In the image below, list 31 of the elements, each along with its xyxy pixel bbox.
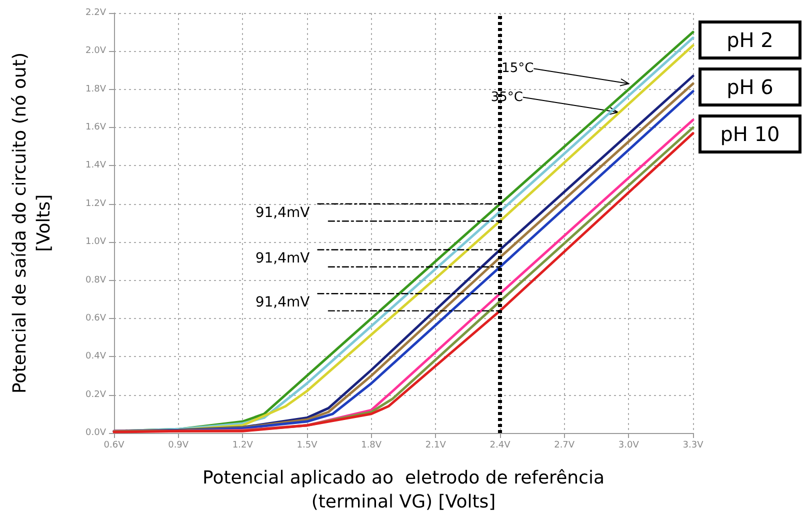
y-tick-label: 0.6V (86, 313, 107, 324)
x-tick-label: 1.5V (296, 440, 318, 450)
y-tick-label: 0.0V (86, 428, 107, 438)
text: pH 2 (726, 28, 774, 52)
annotation: 91,4mV (255, 204, 310, 221)
y-tick-label: 1.6V (86, 122, 107, 133)
x-tick-label: 1.2V (232, 440, 254, 450)
text: pH 10 (720, 122, 780, 146)
x-axis-title: Potencial aplicado ao eletrodo de referência (terminal VG) [Volts] (202, 468, 604, 512)
y-tick-label: 0.8V (86, 275, 107, 286)
y-axis-title: Potencial de saída do circuito (nó out) [Volts] (10, 52, 54, 394)
x-tick-label: 3.3V (682, 440, 704, 450)
annotation: 91,4mV (255, 250, 310, 267)
y-tick-label: 1.8V (86, 84, 107, 94)
y-tick-label: 1.2V (86, 198, 107, 209)
x-tick-label: 2.7V (554, 440, 576, 450)
x-tick-label: 3.0V (618, 440, 640, 450)
x-tick-label: 2.1V (425, 440, 447, 450)
y-tick-label: 1.4V (86, 160, 107, 171)
annotation: 15°C (502, 61, 534, 76)
text: pH 6 (726, 75, 774, 99)
y-tick-label: 2.2V (86, 8, 107, 18)
x-tick-label: 0.9V (168, 440, 190, 450)
y-tick-label: 0.4V (86, 352, 107, 362)
annotation: 91,4mV (255, 294, 310, 311)
y-tick-label: 0.2V (86, 390, 107, 400)
x-tick-label: 2.4V (490, 440, 512, 450)
y-tick-label: 1.0V (86, 237, 107, 248)
x-tick-label: 0.6V (104, 440, 126, 450)
y-tick-label: 2.0V (86, 46, 107, 56)
x-tick-label: 1.8V (361, 440, 382, 450)
